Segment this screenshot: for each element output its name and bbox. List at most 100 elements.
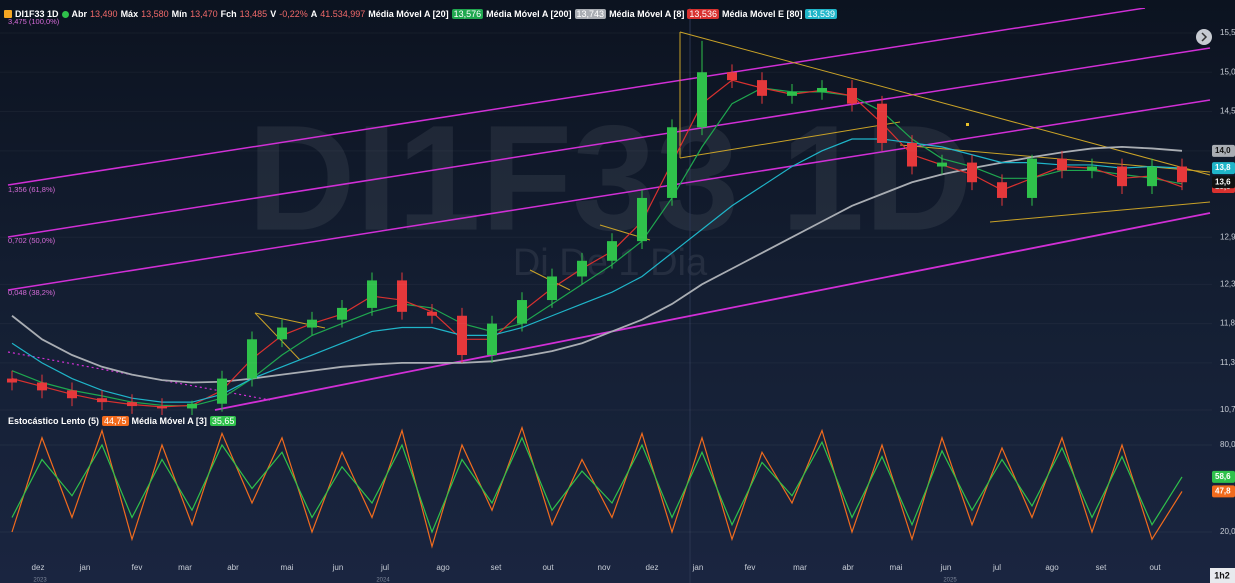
candle-body — [427, 311, 437, 316]
x-tick-label: jul — [380, 563, 389, 572]
candle-body — [187, 403, 197, 409]
y-tick-label: 20,0 — [1220, 527, 1235, 536]
candle-body — [487, 323, 497, 356]
legend-name: Média Móvel A [8] — [609, 9, 685, 19]
status-dot — [61, 10, 69, 18]
candle-body — [67, 390, 77, 399]
candle-body — [517, 300, 527, 324]
candle-body — [697, 72, 707, 128]
x-tick-label: fev — [745, 563, 756, 572]
legend-value: 13,743 — [574, 9, 607, 19]
y-tick-label: 15,0 — [1220, 67, 1235, 76]
candle-body — [727, 72, 737, 81]
candle-body — [277, 327, 287, 340]
candle-body — [97, 398, 107, 403]
candle-body — [787, 91, 797, 96]
marker — [966, 123, 969, 126]
moving-average-line — [11, 138, 1183, 403]
x-tick-label: jan — [79, 563, 91, 572]
price-badge — [1212, 162, 1235, 175]
x-tick-label: abr — [842, 563, 854, 572]
drawings — [7, 8, 1211, 411]
timeframe-label: 1h2 — [1214, 570, 1230, 580]
price-badge-label: 13,8 — [1215, 163, 1231, 172]
price-badge-label: 14,0 — [1215, 146, 1231, 155]
y-tick-label: 11,3 — [1220, 358, 1235, 367]
ohlc-label: A — [310, 9, 318, 19]
x-tick-label: dez — [32, 563, 45, 572]
x-tick-label: fev — [132, 563, 143, 572]
y-tick-label: 11,8 — [1220, 319, 1235, 328]
fib-label: 0,048 (38,2%) — [8, 288, 56, 297]
stochastic-legend: Estocástico Lento (5) 44,75 Média Móvel A … — [8, 416, 237, 426]
x-tick-label: jun — [940, 563, 952, 572]
legend-header: DI1F33 1D Abr 13,490 Máx 13,580 Mín 13,470 Fch 1… — [4, 9, 838, 19]
fib-label: 3,475 (100,0%) — [8, 17, 60, 26]
year-label: 2025 — [943, 578, 957, 583]
candle-body — [937, 162, 947, 167]
candle-body — [577, 260, 587, 277]
candle-body — [547, 276, 557, 301]
x-tick-label: set — [491, 563, 502, 572]
ohlc-value: 13,580 — [141, 9, 169, 19]
timeframe-button[interactable] — [1210, 568, 1235, 583]
channel-line — [7, 99, 1211, 291]
legend-value: 13,539 — [805, 9, 838, 19]
x-tick-label: nov — [598, 563, 611, 572]
x-tick-label: jan — [692, 563, 704, 572]
legend-name: Média Móvel A [20] — [368, 9, 449, 19]
stochastic-panel — [11, 425, 1183, 549]
stochastic-signal-line — [11, 436, 1183, 534]
price-badge — [1212, 470, 1235, 483]
x-tick-label: mai — [890, 563, 903, 572]
x-tick-label: ago — [1045, 563, 1059, 572]
legend-name: Média Móvel E [80] — [721, 9, 803, 19]
candle-body — [1147, 166, 1157, 187]
trend-line — [989, 201, 1211, 223]
channel-line — [7, 8, 1146, 186]
candle-body — [667, 127, 677, 198]
candle-body — [7, 378, 17, 383]
scroll-button[interactable] — [1196, 29, 1212, 45]
axes: 15,5 15,0 14,5 14,0 12,9 12,3 11,8 11,3 10,7 80,0… — [0, 17, 1235, 583]
candle-body — [967, 162, 977, 183]
candle-body — [847, 87, 857, 104]
candle-body — [1027, 158, 1037, 198]
symbol-icon — [4, 10, 12, 18]
ohlc-label: Máx — [120, 9, 139, 19]
scroll-icon — [1201, 32, 1208, 42]
moving-average-line — [11, 87, 1183, 407]
candle-body — [817, 87, 827, 92]
x-tick-label: set — [1096, 563, 1107, 572]
stochastic-line — [11, 425, 1183, 549]
candle-body — [637, 197, 647, 242]
symbol-title: DI1F33 1D — [15, 9, 59, 19]
ohlc-value: 41.534,997 — [320, 9, 366, 19]
fib-label: 1,356 (61,8%) — [8, 185, 56, 194]
candle-body — [337, 307, 347, 320]
price-badge-label: 47,8 — [1215, 487, 1231, 496]
legend-value: 13,536 — [687, 9, 719, 19]
x-tick-label: out — [1149, 563, 1161, 572]
ohlc-value: 13,490 — [90, 9, 118, 19]
x-tick-label: mar — [178, 563, 192, 572]
ohlc-value: -0,22% — [279, 9, 308, 19]
price-badge-label: 13,6 — [1215, 177, 1231, 186]
candle-body — [307, 319, 317, 328]
price-badge-label: 58,6 — [1215, 472, 1231, 481]
moving-average-line — [11, 145, 1183, 384]
candle-body — [607, 241, 617, 261]
ohlc-label: V — [270, 9, 277, 19]
fib-label: 0,702 (50,0%) — [8, 236, 56, 245]
candle-body — [997, 182, 1007, 198]
ohlc-label: Mín — [171, 9, 188, 19]
channel-line — [214, 212, 1211, 411]
legend-value: 44,75 — [102, 416, 129, 426]
x-tick-label: mar — [793, 563, 807, 572]
channel-line — [7, 47, 1211, 238]
legend-name: Média Móvel A [200] — [486, 9, 572, 19]
watermark: DI1F33 1D — [247, 94, 972, 262]
y-tick-label: 12,3 — [1220, 279, 1235, 288]
